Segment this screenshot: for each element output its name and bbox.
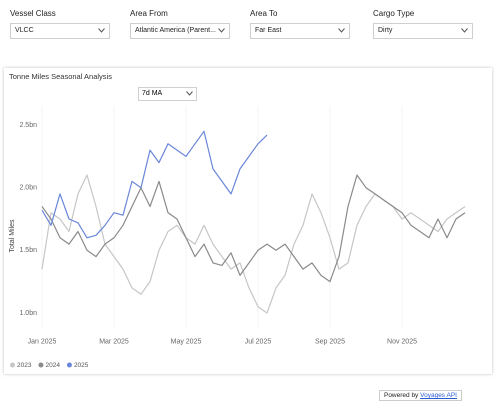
chevron	[338, 28, 345, 33]
series-line	[41, 174, 466, 283]
chart: Total Miles 1.0bn 1.5bn 2.0bn 2.5bn Jan 2025…	[9, 106, 466, 369]
filter-label: Vessel Class	[10, 9, 56, 18]
footer: Powered by Voyages API	[378, 390, 462, 401]
dropdown[interactable]: Atlantic America (Parent...	[130, 23, 230, 39]
dropdown[interactable]: Dirty	[373, 23, 473, 39]
dropdown-value: Atlantic America (Parent...	[135, 27, 216, 34]
dropdown-value: VLCC	[15, 27, 34, 34]
legend-marker	[38, 362, 44, 368]
link[interactable]: Voyages API	[420, 392, 457, 399]
filter-label: Area From	[130, 9, 168, 18]
filter-label: Cargo Type	[373, 9, 415, 18]
chevron	[218, 28, 225, 33]
dropdown[interactable]: Far East	[250, 23, 350, 39]
y-tick-label: 1.5bn	[19, 247, 37, 254]
y-tick-label: 1.0bn	[19, 310, 37, 317]
chart-card: Tonne Miles Seasonal Analysis 7d MA Tota…	[4, 68, 492, 374]
x-tick-label: Jul 2025	[245, 338, 272, 345]
dropdown-value: Dirty	[378, 27, 393, 34]
series-line	[41, 130, 268, 239]
series-line	[41, 174, 466, 314]
y-tick-label: 2.0bn	[19, 185, 37, 192]
legend-label: 2024	[45, 362, 60, 369]
x-tick-label: Mar 2025	[99, 338, 129, 345]
dropdown-value: 7d MA	[142, 90, 163, 97]
x-tick-label: Nov 2025	[387, 338, 417, 345]
dropdown[interactable]: 7d MA	[138, 87, 197, 101]
dropdown-value: Far East	[255, 27, 282, 34]
filter-label: Area To	[250, 9, 278, 18]
chevron	[98, 28, 105, 33]
x-tick-label: Jan 2025	[28, 338, 57, 345]
y-axis-label: Total Miles	[9, 219, 16, 253]
chevron	[461, 28, 468, 33]
filter: Area From Atlantic America (Parent...	[130, 9, 230, 39]
x-tick-label: May 2025	[171, 338, 202, 345]
x-tick-label: Sep 2025	[315, 338, 345, 345]
filter: Vessel Class VLCC	[10, 9, 110, 39]
filter: Cargo Type Dirty	[373, 9, 473, 39]
filter: Area To Far East	[250, 9, 350, 39]
legend-label: 2023	[17, 362, 32, 369]
legend-label: 2025	[74, 362, 89, 369]
legend-marker	[66, 362, 72, 368]
legend-marker	[10, 362, 15, 368]
footer-text: Powered by	[383, 392, 419, 399]
y-tick-label: 2.5bn	[19, 122, 37, 129]
chevron	[186, 91, 193, 96]
dropdown[interactable]: VLCC	[10, 23, 110, 39]
chart-title: Tonne Miles Seasonal Analysis	[9, 72, 112, 81]
